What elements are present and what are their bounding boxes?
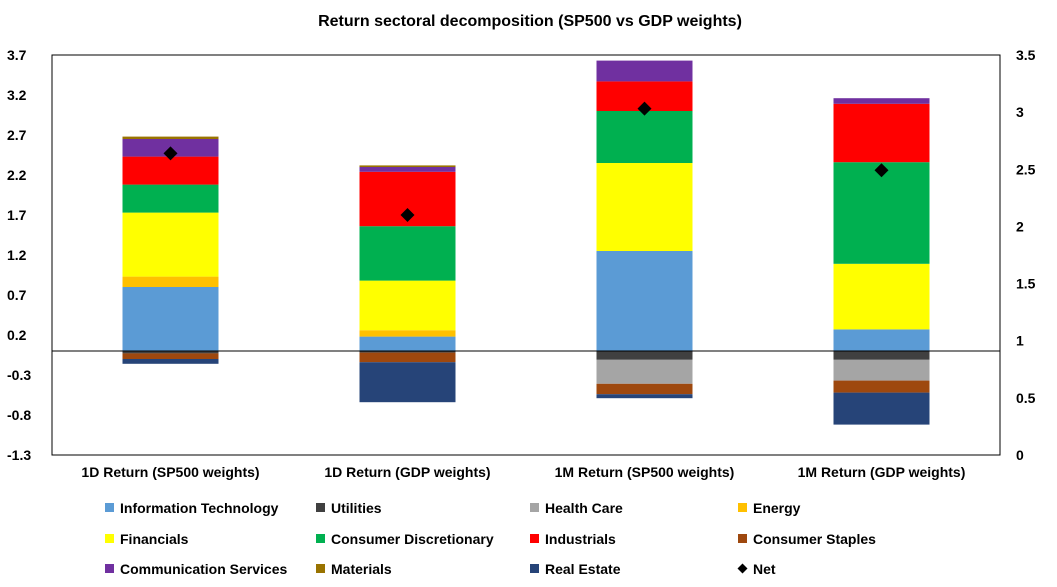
- bar-financials-3: [596, 163, 693, 251]
- bar-consumer-staples-3: [596, 383, 693, 395]
- bar-financials-1: [122, 212, 219, 277]
- y-tick-label: 3.7: [7, 47, 27, 63]
- bar-consumer-discretionary-3: [596, 111, 693, 163]
- y2-tick-label: 0: [1016, 447, 1024, 463]
- bar-industrials-1: [122, 156, 219, 185]
- legend-label-financials: Financials: [120, 531, 189, 547]
- legend-label-consumer-discretionary: Consumer Discretionary: [331, 531, 494, 547]
- y-tick-label: 1.2: [7, 247, 27, 263]
- legend-swatch-net: [737, 563, 748, 574]
- bar-energy-1: [122, 276, 219, 287]
- bar-consumer-staples-1: [122, 353, 219, 359]
- plot-area-frame: [51, 54, 1001, 456]
- bar-utilities-4: [833, 351, 930, 360]
- legend-label-net: Net: [753, 561, 776, 577]
- y2-tick-label: 1.5: [1016, 276, 1036, 292]
- legend-label-utilities: Utilities: [331, 500, 382, 516]
- bar-consumer-discretionary-2: [359, 226, 456, 281]
- chart-title: Return sectoral decomposition (SP500 vs …: [318, 13, 742, 30]
- y-tick-label: 2.2: [7, 167, 27, 183]
- legend: Information Technology Utilities Health Ca…: [105, 500, 876, 577]
- bar-consumer-discretionary-4: [833, 162, 930, 264]
- legend-label-communication-services: Communication Services: [120, 561, 287, 577]
- legend-swatch-consumer-discretionary: [316, 534, 325, 543]
- y2-tick-label: 2.5: [1016, 161, 1036, 177]
- legend-label-consumer-staples: Consumer Staples: [753, 531, 876, 547]
- bar-materials-2: [359, 165, 456, 167]
- net-markers-group: [163, 101, 889, 222]
- y-tick-label: 3.2: [7, 87, 27, 103]
- right-axis-ticks: 3.5 3 2.5 2 1.5 1 0.5 0: [1016, 47, 1036, 463]
- y-tick-label: 1.7: [7, 207, 27, 223]
- bar-energy-2: [359, 330, 456, 337]
- bar-financials-4: [833, 263, 930, 330]
- net-marker-2: [400, 208, 415, 222]
- legend-label-information-technology: Information Technology: [120, 500, 279, 516]
- category-label-2: 1D Return (GDP weights): [324, 464, 490, 480]
- bar-health-care-3: [596, 359, 693, 384]
- legend-swatch-communication-services: [105, 564, 114, 573]
- y2-tick-label: 3.5: [1016, 47, 1036, 63]
- y-tick-label: -1.3: [7, 447, 31, 463]
- category-label-3: 1M Return (SP500 weights): [555, 464, 735, 480]
- legend-swatch-materials: [316, 564, 325, 573]
- bar-communication-services-2: [359, 167, 456, 172]
- bar-consumer-discretionary-1: [122, 184, 219, 213]
- y2-tick-label: 3: [1016, 104, 1024, 120]
- bar-materials-1: [122, 136, 219, 139]
- bar-real-estate-4: [833, 392, 930, 425]
- legend-swatch-industrials: [530, 534, 539, 543]
- bar-real-estate-2: [359, 362, 456, 403]
- legend-label-energy: Energy: [753, 500, 801, 516]
- category-labels: 1D Return (SP500 weights) 1D Return (GDP …: [81, 464, 965, 480]
- legend-swatch-energy: [738, 503, 747, 512]
- category-label-1: 1D Return (SP500 weights): [81, 464, 259, 480]
- legend-swatch-health-care: [530, 503, 539, 512]
- left-axis-ticks: 3.7 3.2 2.7 2.2 1.7 1.2 0.7 0.2 -0.3 -0.8 -1.3: [7, 47, 31, 463]
- bar-communication-services-3: [596, 60, 693, 82]
- y2-tick-label: 1: [1016, 333, 1024, 349]
- bar-utilities-1: [122, 351, 219, 354]
- bar-industrials-4: [833, 103, 930, 163]
- bar-utilities-2: [359, 351, 456, 353]
- net-marker-1: [163, 146, 178, 161]
- bar-information-technology-2: [359, 336, 456, 351]
- y-tick-label: 0.7: [7, 287, 27, 303]
- y-tick-label: 0.2: [7, 327, 27, 343]
- net-marker-4: [874, 163, 889, 178]
- bar-financials-2: [359, 280, 456, 331]
- bar-real-estate-1: [122, 359, 219, 364]
- y2-tick-label: 0.5: [1016, 390, 1036, 406]
- bar-consumer-staples-2: [359, 352, 456, 363]
- legend-swatch-utilities: [316, 503, 325, 512]
- legend-swatch-real-estate: [530, 564, 539, 573]
- category-label-4: 1M Return (GDP weights): [798, 464, 966, 480]
- legend-label-real-estate: Real Estate: [545, 561, 621, 577]
- y-tick-label: -0.3: [7, 367, 31, 383]
- legend-swatch-financials: [105, 534, 114, 543]
- y-tick-label: -0.8: [7, 407, 31, 423]
- bar-consumer-staples-4: [833, 380, 930, 393]
- legend-label-health-care: Health Care: [545, 500, 623, 516]
- y-tick-label: 2.7: [7, 127, 27, 143]
- legend-swatch-information-technology: [105, 503, 114, 512]
- legend-label-industrials: Industrials: [545, 531, 616, 547]
- legend-label-materials: Materials: [331, 561, 392, 577]
- bar-information-technology-4: [833, 329, 930, 351]
- legend-swatch-consumer-staples: [738, 534, 747, 543]
- net-marker-3: [637, 101, 652, 116]
- bar-communication-services-4: [833, 98, 930, 104]
- bar-information-technology-3: [596, 251, 693, 351]
- bar-utilities-3: [596, 351, 693, 360]
- bar-information-technology-1: [122, 287, 219, 351]
- y2-tick-label: 2: [1016, 218, 1024, 234]
- bar-health-care-4: [833, 359, 930, 381]
- bar-real-estate-3: [596, 394, 693, 399]
- bars-group: [122, 60, 930, 425]
